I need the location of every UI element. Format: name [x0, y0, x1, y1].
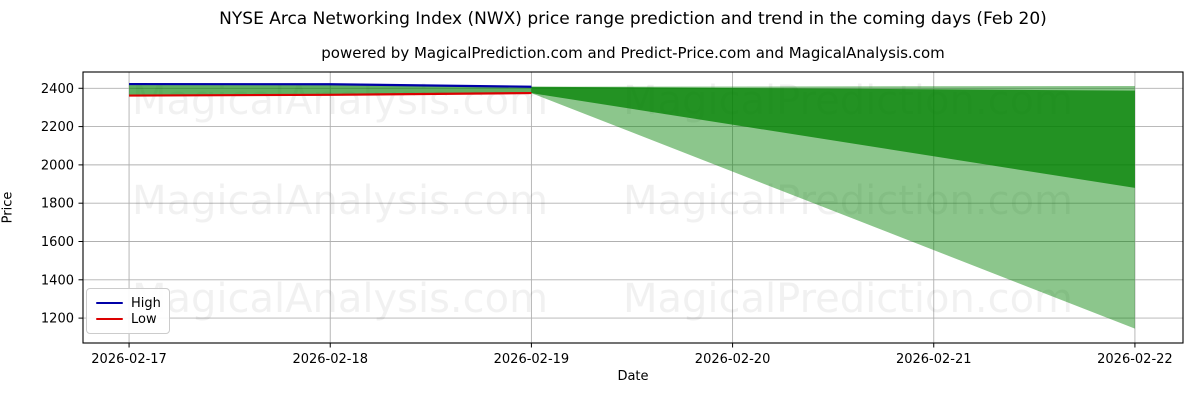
- plot-frame: [82, 71, 1184, 344]
- chart-subtitle: powered by MagicalPrediction.com and Pre…: [321, 44, 945, 62]
- legend-label-high: High: [131, 295, 161, 311]
- watermark-text: MagicalAnalysis.com: [132, 178, 548, 224]
- y-tick-label: 1800: [41, 197, 74, 212]
- tick-marks: [78, 87, 1136, 348]
- y-tick-label: 2400: [41, 82, 74, 97]
- legend-item-low: Low: [96, 311, 160, 327]
- data-lines: [129, 82, 532, 97]
- x-tick-label: 2026-02-20: [695, 352, 771, 367]
- x-tick-label: 2026-02-18: [292, 352, 368, 367]
- low-line: [129, 91, 532, 97]
- x-tick-label: 2026-02-22: [1097, 352, 1173, 367]
- x-tick-label: 2026-02-17: [91, 352, 167, 367]
- y-tick-label: 2000: [41, 158, 74, 173]
- legend: High Low: [86, 288, 170, 334]
- watermark-text: MagicalPrediction.com: [623, 178, 1073, 224]
- watermark-text: MagicalAnalysis.com: [132, 276, 548, 322]
- x-tick-label: 2026-02-21: [896, 352, 972, 367]
- y-axis-label: Price: [0, 191, 16, 224]
- band-history-range: [129, 84, 532, 96]
- high-line-swatch: [96, 301, 123, 305]
- x-tick-label: 2026-02-19: [494, 352, 570, 367]
- y-tick-label: 1600: [41, 235, 74, 250]
- watermark-text: MagicalPrediction.com: [623, 276, 1073, 322]
- x-axis-label: Date: [617, 369, 649, 384]
- y-tick-label: 1400: [41, 273, 74, 288]
- plot-border: [82, 71, 1184, 344]
- low-line-swatch: [96, 317, 123, 321]
- y-tick-label: 1200: [41, 312, 74, 327]
- high-line: [129, 82, 532, 88]
- legend-item-high: High: [96, 295, 161, 311]
- legend-label-low: Low: [131, 311, 157, 327]
- chart-title: NYSE Arca Networking Index (NWX) price r…: [219, 9, 1047, 29]
- tick-labels: 2026-02-17 2026-02-18 2026-02-19 2026-02-20…: [41, 82, 1173, 367]
- prediction-bands: [129, 84, 1135, 329]
- band-forecast-inner: [531, 86, 1135, 188]
- y-tick-label: 2200: [41, 120, 74, 135]
